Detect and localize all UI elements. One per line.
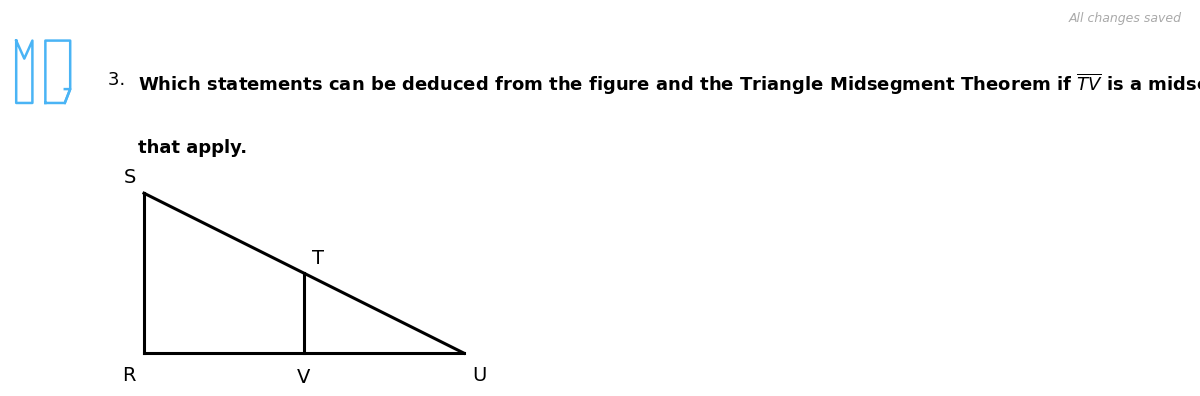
Text: T: T bbox=[312, 249, 324, 268]
Text: U: U bbox=[472, 366, 486, 385]
Text: All changes saved: All changes saved bbox=[1069, 12, 1182, 25]
Text: that apply.: that apply. bbox=[138, 139, 247, 156]
Text: 3.: 3. bbox=[108, 71, 131, 89]
Text: V: V bbox=[298, 367, 311, 386]
Text: S: S bbox=[124, 168, 136, 187]
Text: Which statements can be deduced from the figure and the Triangle Midsegment Theo: Which statements can be deduced from the… bbox=[138, 71, 1200, 97]
Text: R: R bbox=[122, 366, 136, 385]
